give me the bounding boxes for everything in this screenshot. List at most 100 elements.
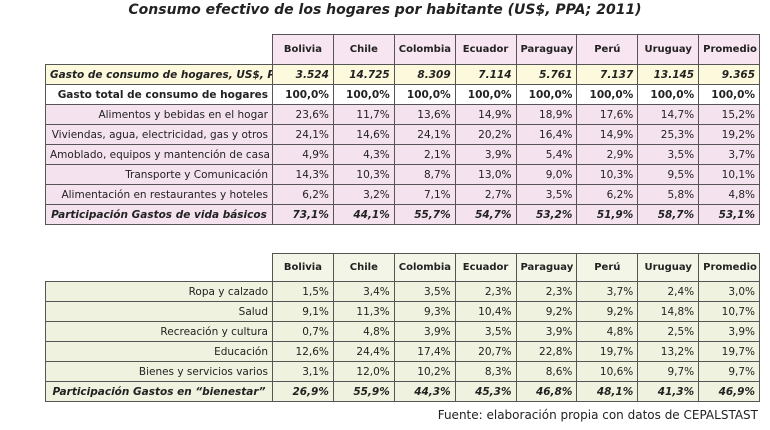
value-cell: 0,7%: [272, 321, 334, 342]
value-cell: 10,3%: [576, 164, 639, 185]
value-cell: 3.524: [272, 64, 334, 85]
value-cell: 10,1%: [698, 164, 760, 185]
value-cell: 3,5%: [515, 184, 578, 205]
value-cell: 8,7%: [393, 164, 456, 185]
value-cell: 53,1%: [698, 204, 760, 225]
value-cell: 6,2%: [272, 184, 334, 205]
value-cell: 3,9%: [393, 321, 456, 342]
value-cell: 9,3%: [393, 301, 456, 322]
value-cell: 10,7%: [698, 301, 760, 322]
value-cell: 25,3%: [637, 124, 700, 145]
value-cell: 3,4%: [332, 281, 395, 302]
value-cell: 10,6%: [576, 361, 639, 382]
title: Consumo efectivo de los hogares por habi…: [128, 2, 642, 18]
value-cell: 53,2%: [515, 204, 578, 225]
header-row: Bolivia Chile Colombia Ecuador Paraguay Perú U…: [45, 253, 760, 282]
value-cell: 55,7%: [393, 204, 456, 225]
row-label: Alimentos y bebidas en el hogar: [45, 104, 273, 125]
row-label: Transporte y Comunicación: [45, 164, 273, 185]
value-cell: 41,3%: [637, 381, 700, 402]
value-cell: 14,8%: [637, 301, 700, 322]
basic-expenses-table: Bolivia Chile Colombia Ecuador Paraguay Perú U…: [45, 34, 760, 225]
value-cell: 2,7%: [454, 184, 517, 205]
row-label: Ropa y calzado: [45, 281, 273, 302]
value-cell: 5,4%: [515, 144, 578, 165]
value-cell: 4,3%: [332, 144, 395, 165]
value-cell: 55,9%: [332, 381, 395, 402]
column-header: Bolivia: [272, 34, 334, 65]
value-cell: 2,1%: [393, 144, 456, 165]
value-cell: 10,4%: [454, 301, 517, 322]
value-cell: 5.761: [515, 64, 578, 85]
value-cell: 2,3%: [515, 281, 578, 302]
column-header: Chile: [332, 253, 395, 282]
value-cell: 100,0%: [332, 84, 395, 105]
column-header: Colombia: [393, 34, 456, 65]
table-row: Alimentación en restaurantes y hoteles 6,…: [45, 184, 760, 205]
value-cell: 100,0%: [454, 84, 517, 105]
value-cell: 8.309: [393, 64, 456, 85]
table-row: Transporte y Comunicación 14,3% 10,3% 8,7% 1…: [45, 164, 760, 185]
value-cell: 100,0%: [576, 84, 639, 105]
value-cell: 3,9%: [515, 321, 578, 342]
value-cell: 100,0%: [393, 84, 456, 105]
value-cell: 4,8%: [576, 321, 639, 342]
table-row: Gasto total de consumo de hogares 100,0% 1…: [45, 84, 760, 105]
value-cell: 24,1%: [393, 124, 456, 145]
value-cell: 20,7%: [454, 341, 517, 362]
column-header: Promedio: [698, 253, 760, 282]
value-cell: 8,3%: [454, 361, 517, 382]
column-header: Ecuador: [454, 34, 517, 65]
value-cell: 6,2%: [576, 184, 639, 205]
column-header: Colombia: [393, 253, 456, 282]
value-cell: 9,7%: [698, 361, 760, 382]
value-cell: 9,0%: [515, 164, 578, 185]
value-cell: 3,1%: [272, 361, 334, 382]
corner-cell: [45, 253, 273, 282]
value-cell: 100,0%: [637, 84, 700, 105]
row-label: Recreación y cultura: [45, 321, 273, 342]
value-cell: 9.365: [698, 64, 760, 85]
value-cell: 13,2%: [637, 341, 700, 362]
value-cell: 44,1%: [332, 204, 395, 225]
value-cell: 13.145: [637, 64, 700, 85]
value-cell: 24,1%: [272, 124, 334, 145]
value-cell: 2,9%: [576, 144, 639, 165]
column-header: Uruguay: [637, 34, 700, 65]
row-label: Educación: [45, 341, 273, 362]
value-cell: 4,8%: [332, 321, 395, 342]
table-row: Alimentos y bebidas en el hogar 23,6% 11,7…: [45, 104, 760, 125]
value-cell: 14,7%: [637, 104, 700, 125]
row-label: Gasto total de consumo de hogares: [45, 84, 273, 105]
value-cell: 54,7%: [454, 204, 517, 225]
row-label: Alimentación en restaurantes y hoteles: [45, 184, 273, 205]
column-header: Uruguay: [637, 253, 700, 282]
value-cell: 9,7%: [637, 361, 700, 382]
table-row: Participación Gastos de vida básicos 73,1…: [45, 204, 760, 225]
table-row: Recreación y cultura 0,7% 4,8% 3,9% 3,5% 3,9%…: [45, 321, 760, 342]
value-cell: 15,2%: [698, 104, 760, 125]
wellbeing-expenses-table: Bolivia Chile Colombia Ecuador Paraguay Perú U…: [45, 253, 760, 402]
value-cell: 46,9%: [698, 381, 760, 402]
value-cell: 14,6%: [332, 124, 395, 145]
source-note: Fuente: elaboración propia con datos de …: [437, 408, 758, 422]
value-cell: 48,1%: [576, 381, 639, 402]
value-cell: 1,5%: [272, 281, 334, 302]
row-label: Participación Gastos en “bienestar”: [45, 381, 273, 402]
value-cell: 3,2%: [332, 184, 395, 205]
value-cell: 3,5%: [637, 144, 700, 165]
value-cell: 100,0%: [272, 84, 334, 105]
value-cell: 11,7%: [332, 104, 395, 125]
column-header: Perú: [576, 34, 639, 65]
value-cell: 19,7%: [576, 341, 639, 362]
value-cell: 22,8%: [515, 341, 578, 362]
row-label: Amoblado, equipos y mantención de casa: [45, 144, 273, 165]
value-cell: 2,4%: [637, 281, 700, 302]
row-label: Bienes y servicios varios: [45, 361, 273, 382]
table-row: Participación Gastos en “bienestar” 26,9%…: [45, 381, 760, 402]
column-header: Chile: [332, 34, 395, 65]
value-cell: 100,0%: [698, 84, 760, 105]
row-label: Salud: [45, 301, 273, 322]
value-cell: 9,2%: [576, 301, 639, 322]
